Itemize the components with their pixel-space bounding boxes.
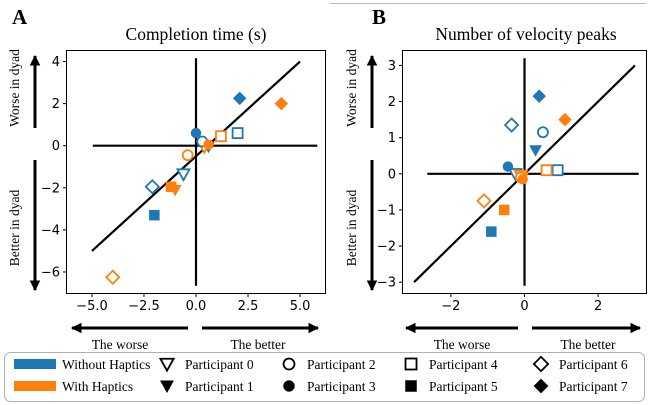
y-tick-label: 0 <box>52 139 60 154</box>
data-point-p3-without <box>190 127 202 139</box>
panel-b: B Number of velocity peaks Worse in dyad… <box>344 5 647 352</box>
plot-area <box>91 58 318 286</box>
legend-marker-triangle-down-open <box>158 357 176 373</box>
legend-marker-square-open <box>404 357 418 371</box>
data-point-p5-without <box>486 226 497 237</box>
condition-swatch <box>14 359 56 369</box>
data-point-p7-without <box>232 91 247 106</box>
data-point-p7-with <box>558 112 572 127</box>
condition-swatch <box>14 381 56 391</box>
x-tick-label: 2 <box>594 299 602 314</box>
y-tick-label: −1 <box>377 203 396 218</box>
data-point-p4-with <box>215 130 227 143</box>
x-arrow-label-left: The worse <box>92 337 149 352</box>
data-point-p2-without <box>537 126 549 139</box>
x-tick-label: 0 <box>520 299 528 314</box>
y-arrow-label-top: Worse in dyad <box>7 49 22 127</box>
x-tick-label: 0.0 <box>186 299 207 314</box>
y-tick-label: −3 <box>377 276 396 291</box>
chart-title: Number of velocity peaks <box>435 24 616 44</box>
y-arrow-label-bottom: Better in dyad <box>7 190 22 267</box>
participant-label: Participant 2 <box>307 357 376 372</box>
plot-area <box>413 58 639 286</box>
data-point-p6-without <box>144 178 161 195</box>
participant-markers <box>158 355 550 394</box>
data-point-p5-with <box>499 204 510 216</box>
panel-letter: B <box>372 5 386 29</box>
data-point-p2-with <box>181 149 194 162</box>
x-arrow-label-right: The better <box>230 337 286 352</box>
participant-label: Participant 6 <box>559 357 628 372</box>
participant-label: Participant 7 <box>559 379 628 394</box>
y-tick-label: 2 <box>388 95 396 110</box>
x-arrow-label-right: The better <box>560 337 616 352</box>
legend-marker-square-filled <box>405 380 417 392</box>
data-point-p4-without <box>231 127 244 139</box>
participant-label: Participant 5 <box>429 379 498 394</box>
data-point-p5-with <box>165 181 177 192</box>
participant-label: Participant 1 <box>185 379 254 394</box>
x-tick-label: −2 <box>441 299 460 314</box>
legend-marker-diamond-filled <box>533 378 549 394</box>
condition-label: Without Haptics <box>62 357 150 372</box>
x-tick-label: −2.5 <box>128 299 160 314</box>
data-point-p5-without <box>149 209 160 221</box>
y-tick-label: 2 <box>52 97 60 112</box>
x-tick-label: 2.5 <box>238 299 259 314</box>
participant-label: Participant 0 <box>185 357 254 372</box>
data-point-p7-without <box>532 89 547 104</box>
data-point-p7-with <box>274 96 289 111</box>
y-tick-label: 1 <box>388 131 396 146</box>
reference-line <box>91 60 301 252</box>
legend-marker-circle-open <box>282 357 296 371</box>
data-point-p3-without <box>502 161 514 172</box>
legend-marker-circle-filled <box>283 380 295 392</box>
data-point-p0-without <box>175 168 192 182</box>
y-arrow-label-top: Worse in dyad <box>344 49 359 127</box>
chart-title: Completion time (s) <box>126 24 267 44</box>
y-tick-label: −4 <box>41 223 60 238</box>
y-arrow-label-bottom: Better in dyad <box>344 190 359 267</box>
panel-letter: A <box>12 5 28 29</box>
data-point-p3-with <box>517 173 528 185</box>
x-arrow-label-left: The worse <box>434 337 491 352</box>
x-tick-label: −5.0 <box>76 299 108 314</box>
legend: Without Haptics With Haptics Participant… <box>4 352 645 402</box>
y-tick-label: −2 <box>377 240 396 255</box>
data-point-p6-with <box>476 193 492 209</box>
participant-label: Participant 3 <box>307 379 376 394</box>
y-tick-label: 0 <box>388 167 396 182</box>
panel-a: A Completion time (s) Worse in dyad Bett… <box>7 5 326 352</box>
condition-label: With Haptics <box>62 379 133 394</box>
participant-label: Participant 4 <box>429 357 498 372</box>
legend-marker-triangle-down-filled <box>159 380 175 394</box>
data-point-p6-with <box>105 269 121 285</box>
legend-marker-diamond-open <box>532 355 550 373</box>
x-tick-label: 5.0 <box>290 299 311 314</box>
data-point-p6-without <box>503 117 520 133</box>
y-tick-label: 3 <box>388 59 396 74</box>
data-point-p4-without <box>551 164 564 177</box>
y-tick-label: −6 <box>41 265 60 280</box>
y-tick-label: 4 <box>52 55 60 70</box>
data-point-p1-without <box>529 145 542 157</box>
data-point-p4-with <box>540 164 553 177</box>
data-point-p3-with <box>203 139 214 150</box>
y-tick-label: −2 <box>41 181 60 196</box>
